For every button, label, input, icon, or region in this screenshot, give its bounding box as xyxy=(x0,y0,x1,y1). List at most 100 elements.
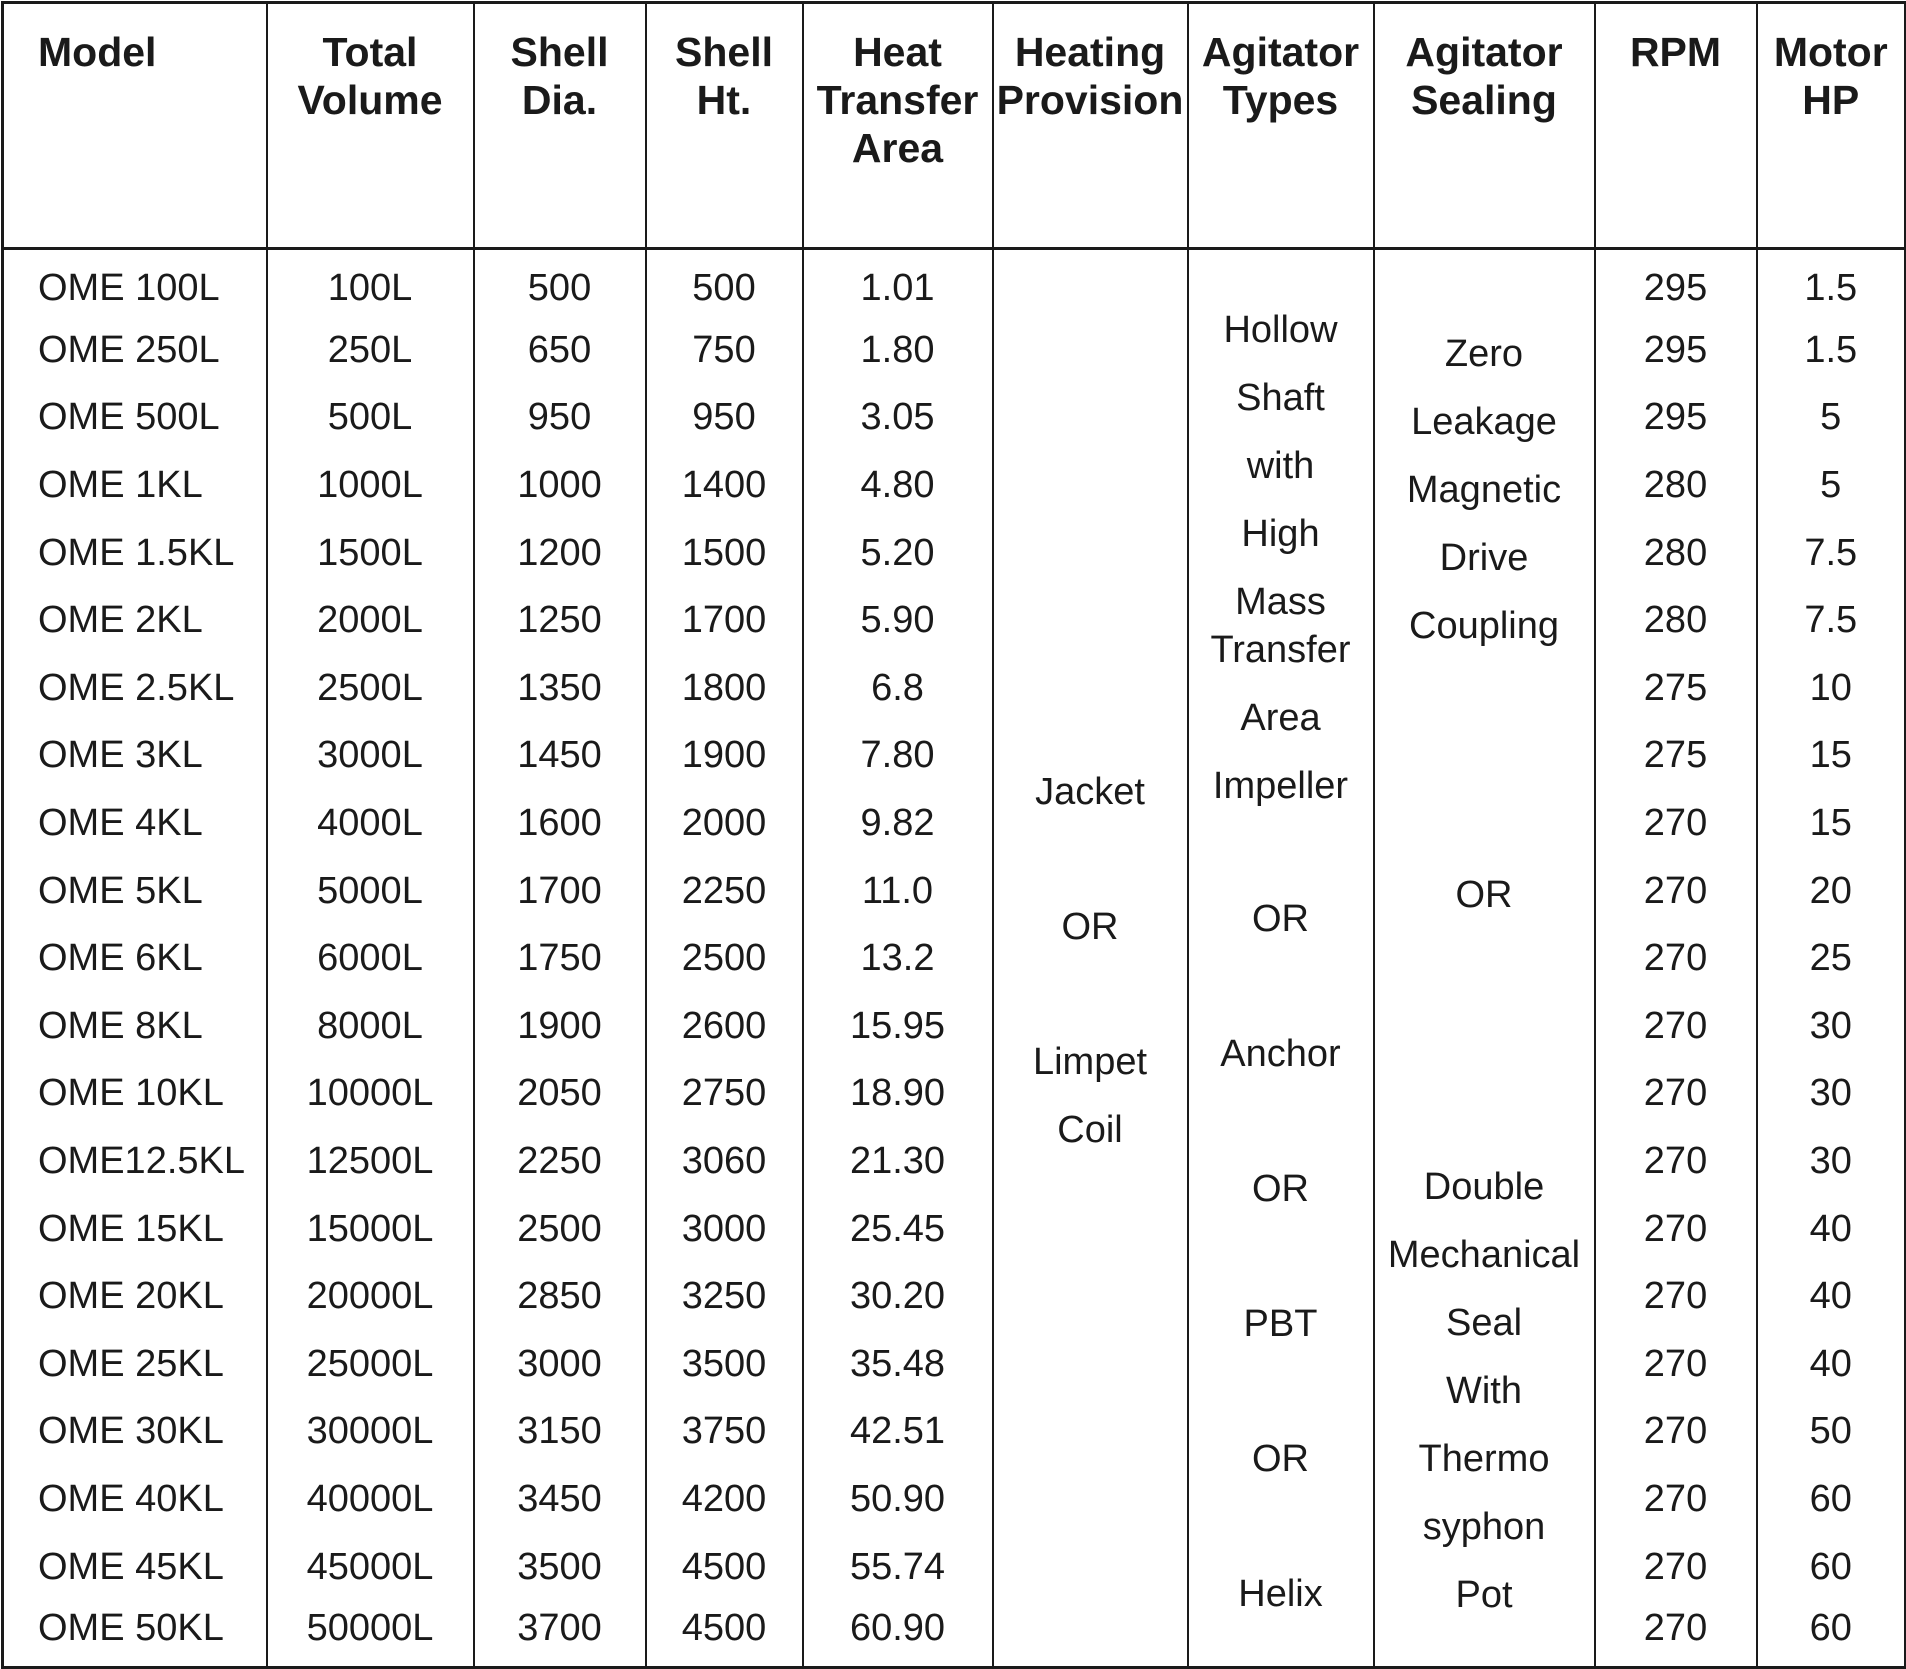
cell-total-volume: 2500L xyxy=(265,654,475,722)
cell-total-volume: 25000L xyxy=(265,1330,475,1398)
table-row: OME 8KL 8000L 1900 2600 15.95 270 30 xyxy=(1,992,1906,1060)
cell-motor-hp: 10 xyxy=(1755,654,1906,722)
cell-shell-dia: 650 xyxy=(472,316,647,384)
cell-rpm: 295 xyxy=(1593,383,1758,452)
cell-rpm: 270 xyxy=(1593,1600,1758,1668)
cell-shell-dia: 1350 xyxy=(472,654,647,722)
cell-heat-transfer-area: 1.80 xyxy=(801,316,994,384)
cell-motor-hp: 60 xyxy=(1755,1600,1906,1668)
cell-total-volume: 2000L xyxy=(265,586,475,655)
agitator-sealing-cell-line: Double xyxy=(1423,1166,1545,1208)
cell-shell-dia: 1900 xyxy=(472,992,647,1060)
cell-rpm: 270 xyxy=(1593,1059,1758,1128)
cell-rpm: 280 xyxy=(1593,586,1758,655)
agitator-types-cell-line: with xyxy=(1246,445,1315,487)
heating-provision-cell-line: Jacket xyxy=(1035,771,1145,813)
cell-model: OME 40KL xyxy=(1,1465,268,1533)
cell-rpm: 270 xyxy=(1593,992,1758,1060)
cell-heat-transfer-area: 1.01 xyxy=(801,248,994,317)
cell-heat-transfer-area: 11.0 xyxy=(801,856,994,925)
table-row: OME 6KL 6000L 1750 2500 13.2 270 25 xyxy=(1,924,1906,993)
cell-rpm: 280 xyxy=(1593,518,1758,587)
cell-heat-transfer-area: 55.74 xyxy=(801,1532,994,1601)
header-model: Model xyxy=(1,2,268,250)
table-row: OME 25KL 25000L 3000 3500 35.48 270 40 xyxy=(1,1330,1906,1398)
cell-heat-transfer-area: 18.90 xyxy=(801,1059,994,1128)
header-total-volume: Total Volume xyxy=(265,2,475,250)
table-row: OME 100L 100L 500 500 1.01 Jacket OR Limpet Coil… xyxy=(1,248,1906,1668)
agitator-sealing-cell-line: With xyxy=(1446,1370,1522,1412)
cell-heat-transfer-area: 30.20 xyxy=(801,1262,994,1330)
cell-model: OME 500L xyxy=(1,383,268,452)
cell-model: OME 5KL xyxy=(1,856,268,925)
agitator-sealing-cell: Zero Leakage Magnetic Drive Coupling OR Double… xyxy=(1372,248,1596,1668)
cell-shell-dia: 1200 xyxy=(472,518,647,587)
cell-model: OME 100L xyxy=(1,248,268,317)
cell-heat-transfer-area: 5.20 xyxy=(801,518,994,587)
cell-rpm: 280 xyxy=(1593,451,1758,519)
agitator-sealing-cell-line: Mechanical xyxy=(1387,1234,1581,1276)
cell-heat-transfer-area: 21.30 xyxy=(801,1127,994,1195)
cell-shell-ht: 3000 xyxy=(644,1194,804,1263)
cell-shell-ht: 2250 xyxy=(644,856,804,925)
agitator-types-cell: Hollow Shaft with High Mass Transfer Area Impel… xyxy=(1186,248,1375,1668)
cell-shell-dia: 2500 xyxy=(472,1194,647,1263)
header-heating-provision: Heating Provision xyxy=(991,2,1189,250)
cell-shell-ht: 500 xyxy=(644,248,804,317)
cell-shell-dia: 3700 xyxy=(472,1600,647,1668)
agitator-sealing-cell-line: Drive xyxy=(1439,537,1529,579)
cell-heat-transfer-area: 9.82 xyxy=(801,789,994,857)
agitator-types-cell-line: OR xyxy=(1252,1168,1309,1210)
cell-total-volume: 50000L xyxy=(265,1600,475,1668)
cell-shell-ht: 2500 xyxy=(644,924,804,993)
cell-total-volume: 500L xyxy=(265,383,475,452)
agitator-types-cell-line: High xyxy=(1241,513,1320,555)
cell-total-volume: 30000L xyxy=(265,1397,475,1466)
agitator-sealing-cell-line: Thermo xyxy=(1418,1438,1550,1480)
cell-motor-hp: 40 xyxy=(1755,1194,1906,1263)
table-row: OME 2.5KL 2500L 1350 1800 6.8 275 10 xyxy=(1,654,1906,722)
cell-heat-transfer-area: 42.51 xyxy=(801,1397,994,1466)
cell-motor-hp: 30 xyxy=(1755,992,1906,1060)
cell-shell-ht: 950 xyxy=(644,383,804,452)
agitator-sealing-cell-line: Coupling xyxy=(1409,605,1559,647)
cell-total-volume: 15000L xyxy=(265,1194,475,1263)
cell-heat-transfer-area: 3.05 xyxy=(801,383,994,452)
cell-model: OME 2.5KL xyxy=(1,654,268,722)
cell-shell-dia: 1750 xyxy=(472,924,647,993)
agitator-types-cell-line: Area xyxy=(1240,697,1321,739)
cell-model: OME 45KL xyxy=(1,1532,268,1601)
cell-total-volume: 6000L xyxy=(265,924,475,993)
cell-shell-dia: 1600 xyxy=(472,789,647,857)
cell-shell-ht: 1900 xyxy=(644,721,804,790)
cell-total-volume: 45000L xyxy=(265,1532,475,1601)
cell-total-volume: 5000L xyxy=(265,856,475,925)
cell-rpm: 270 xyxy=(1593,1194,1758,1263)
table-row: OME 30KL 30000L 3150 3750 42.51 270 50 xyxy=(1,1397,1906,1466)
cell-shell-dia: 2050 xyxy=(472,1059,647,1128)
cell-shell-dia: 2850 xyxy=(472,1262,647,1330)
cell-total-volume: 12500L xyxy=(265,1127,475,1195)
table-row: OME 10KL 10000L 2050 2750 18.90 270 30 xyxy=(1,1059,1906,1128)
cell-shell-ht: 4500 xyxy=(644,1600,804,1668)
cell-rpm: 270 xyxy=(1593,1127,1758,1195)
cell-shell-ht: 4500 xyxy=(644,1532,804,1601)
cell-total-volume: 250L xyxy=(265,316,475,384)
cell-heat-transfer-area: 60.90 xyxy=(801,1600,994,1668)
agitator-sealing-cell-line: Magnetic xyxy=(1406,469,1562,511)
cell-total-volume: 40000L xyxy=(265,1465,475,1533)
cell-model: OME 25KL xyxy=(1,1330,268,1398)
cell-model: OME 20KL xyxy=(1,1262,268,1330)
cell-motor-hp: 25 xyxy=(1755,924,1906,993)
cell-model: OME 50KL xyxy=(1,1600,268,1668)
cell-total-volume: 4000L xyxy=(265,789,475,857)
table-row: OME 5KL 5000L 1700 2250 11.0 270 20 xyxy=(1,856,1906,925)
table-row: OME 50KL 50000L 3700 4500 60.90 270 60 xyxy=(1,1600,1906,1668)
cell-shell-ht: 3250 xyxy=(644,1262,804,1330)
table-row: OME 2KL 2000L 1250 1700 5.90 280 7.5 xyxy=(1,586,1906,655)
cell-model: OME 3KL xyxy=(1,721,268,790)
agitator-types-cell-line: OR xyxy=(1252,1438,1309,1480)
header-shell-dia: Shell Dia. xyxy=(472,2,647,250)
cell-model: OME 30KL xyxy=(1,1397,268,1466)
